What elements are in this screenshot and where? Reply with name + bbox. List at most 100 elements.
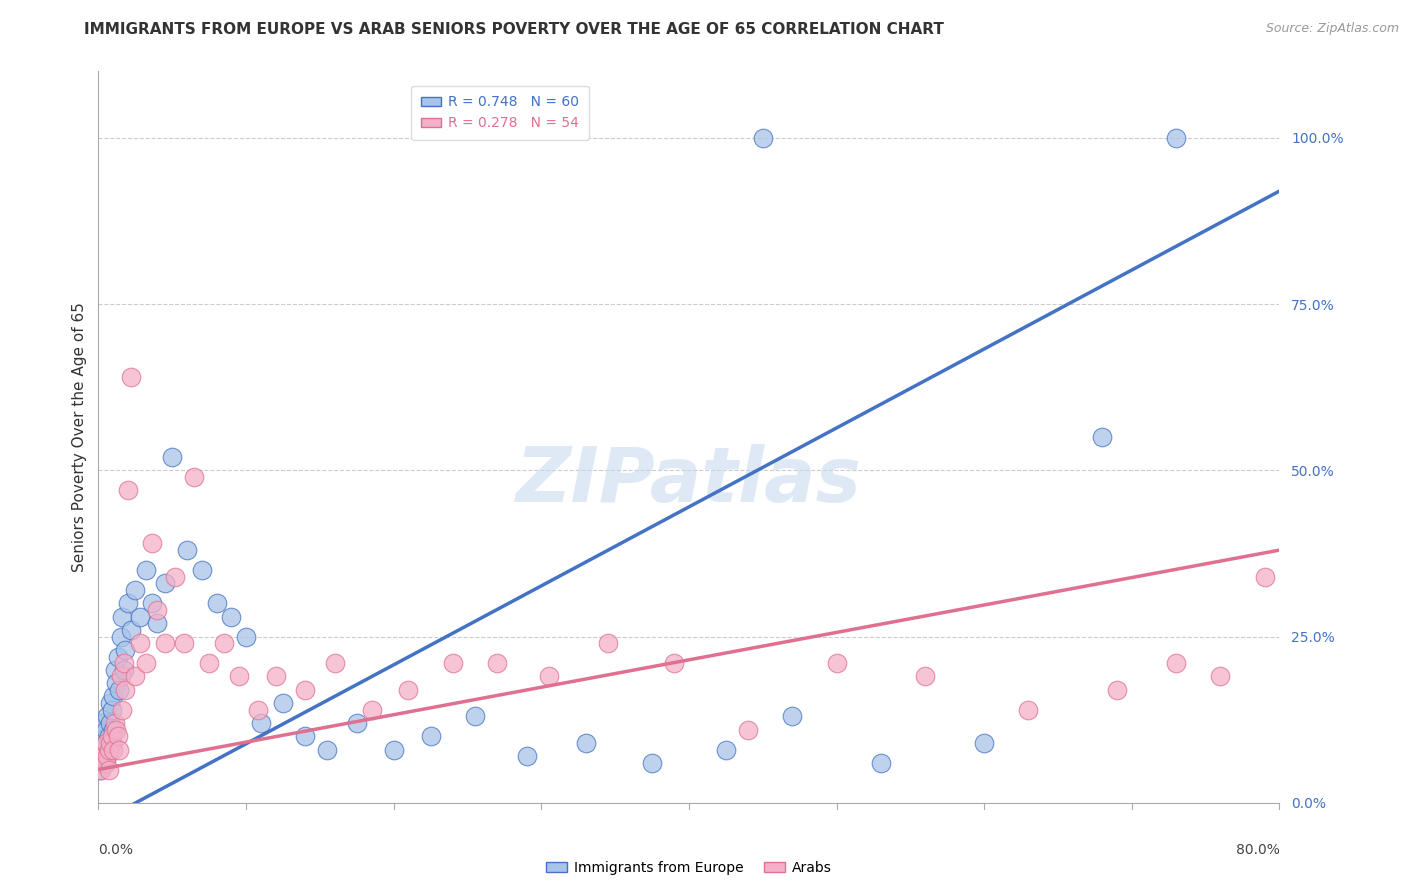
Point (97, 742, 120, 756)
Point (165, 570, 187, 584)
Point (108, 682, 131, 697)
Point (346, 716, 368, 731)
Point (103, 690, 125, 704)
Point (782, 709, 804, 723)
Point (112, 663, 135, 677)
Point (212, 636, 235, 650)
Point (173, 636, 195, 650)
Point (246, 703, 269, 717)
Point (93, 756, 115, 770)
Point (396, 682, 419, 697)
Point (111, 609, 134, 624)
Point (91, 749, 114, 764)
Point (486, 656, 509, 670)
Point (110, 630, 132, 644)
Point (98, 736, 121, 750)
Point (323, 656, 346, 670)
Point (103, 742, 125, 756)
Point (105, 723, 128, 737)
Point (973, 736, 995, 750)
Point (141, 596, 163, 610)
Point (90, 729, 112, 743)
Point (94, 723, 117, 737)
Point (105, 676, 128, 690)
Point (1017, 703, 1039, 717)
Point (664, 656, 686, 670)
Legend: Immigrants from Europe, Arabs: Immigrants from Europe, Arabs (540, 855, 838, 880)
Text: 0.0%: 0.0% (98, 843, 134, 857)
Point (91, 716, 114, 731)
Point (94, 736, 117, 750)
Point (114, 643, 136, 657)
Point (100, 703, 122, 717)
Point (124, 582, 146, 597)
Point (96, 749, 118, 764)
Point (441, 656, 464, 670)
Point (97, 763, 120, 777)
Point (205, 596, 228, 610)
Point (114, 682, 136, 697)
Point (94, 756, 117, 770)
Point (107, 649, 129, 664)
Point (316, 742, 339, 756)
Point (574, 736, 596, 750)
Point (107, 729, 129, 743)
Point (89, 763, 111, 777)
Point (1164, 131, 1187, 145)
Point (183, 470, 205, 484)
Y-axis label: Seniors Poverty Over the Age of 65: Seniors Poverty Over the Age of 65 (72, 302, 87, 572)
Point (191, 563, 214, 577)
Point (419, 729, 441, 743)
Point (146, 603, 169, 617)
Point (1164, 656, 1187, 670)
Point (1254, 570, 1277, 584)
Point (135, 563, 157, 577)
Point (104, 663, 127, 677)
Legend: R = 0.748   N = 60, R = 0.278   N = 54: R = 0.748 N = 60, R = 0.278 N = 54 (411, 86, 589, 140)
Point (596, 636, 619, 650)
Point (198, 656, 221, 670)
Point (108, 742, 131, 756)
Point (264, 669, 287, 683)
Point (93, 742, 115, 756)
Point (100, 736, 122, 750)
Text: Source: ZipAtlas.com: Source: ZipAtlas.com (1265, 22, 1399, 36)
Point (93, 749, 115, 764)
Point (914, 669, 936, 683)
Point (382, 742, 405, 756)
Point (90, 763, 112, 777)
Point (89, 756, 111, 770)
Point (96, 709, 118, 723)
Point (112, 656, 135, 670)
Point (235, 630, 257, 644)
Point (91, 742, 114, 756)
Point (103, 723, 125, 737)
Point (98, 696, 121, 710)
Point (117, 596, 139, 610)
Point (141, 536, 163, 550)
Point (537, 669, 560, 683)
Point (515, 749, 537, 764)
Point (135, 656, 157, 670)
Point (176, 543, 198, 558)
Point (97, 729, 120, 743)
Point (96, 749, 118, 764)
Point (128, 636, 150, 650)
Point (228, 669, 250, 683)
Point (162, 450, 183, 464)
Point (90, 749, 112, 764)
Point (271, 696, 294, 710)
Point (1091, 430, 1114, 444)
Point (110, 669, 132, 683)
Point (360, 703, 382, 717)
Point (100, 729, 122, 743)
Point (111, 703, 134, 717)
Point (128, 609, 150, 624)
Point (89, 742, 111, 756)
Point (153, 636, 176, 650)
Point (250, 716, 273, 731)
Point (825, 656, 848, 670)
Point (219, 609, 242, 624)
Point (1209, 669, 1232, 683)
Text: IMMIGRANTS FROM EUROPE VS ARAB SENIORS POVERTY OVER THE AGE OF 65 CORRELATION CH: IMMIGRANTS FROM EUROPE VS ARAB SENIORS P… (84, 22, 945, 37)
